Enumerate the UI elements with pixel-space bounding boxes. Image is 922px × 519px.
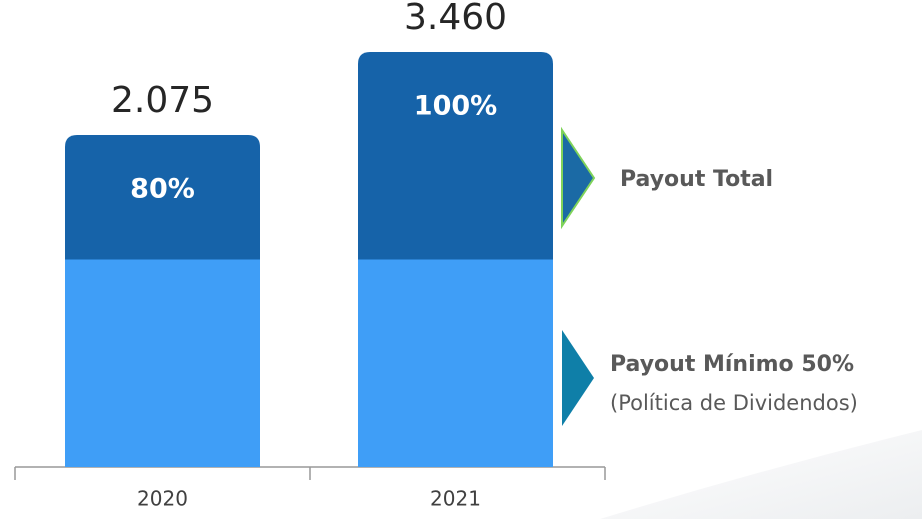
bar bbox=[358, 259, 553, 467]
x-tick-label: 2020 bbox=[137, 487, 188, 511]
legend-label: Payout Mínimo 50% bbox=[610, 352, 854, 377]
legend-arrow bbox=[561, 126, 596, 230]
data-label: 80% bbox=[130, 174, 195, 205]
legend-label: Payout Total bbox=[620, 167, 773, 192]
background-curve bbox=[600, 430, 922, 519]
data-label: 100% bbox=[414, 91, 497, 122]
amount-label: 3.460 bbox=[404, 0, 507, 38]
legend-note: (Política de Dividendos) bbox=[610, 391, 858, 415]
legend-arrow bbox=[562, 330, 594, 426]
x-tick-label: 2021 bbox=[430, 487, 481, 511]
bar bbox=[65, 259, 260, 467]
amount-label: 2.075 bbox=[111, 80, 214, 121]
